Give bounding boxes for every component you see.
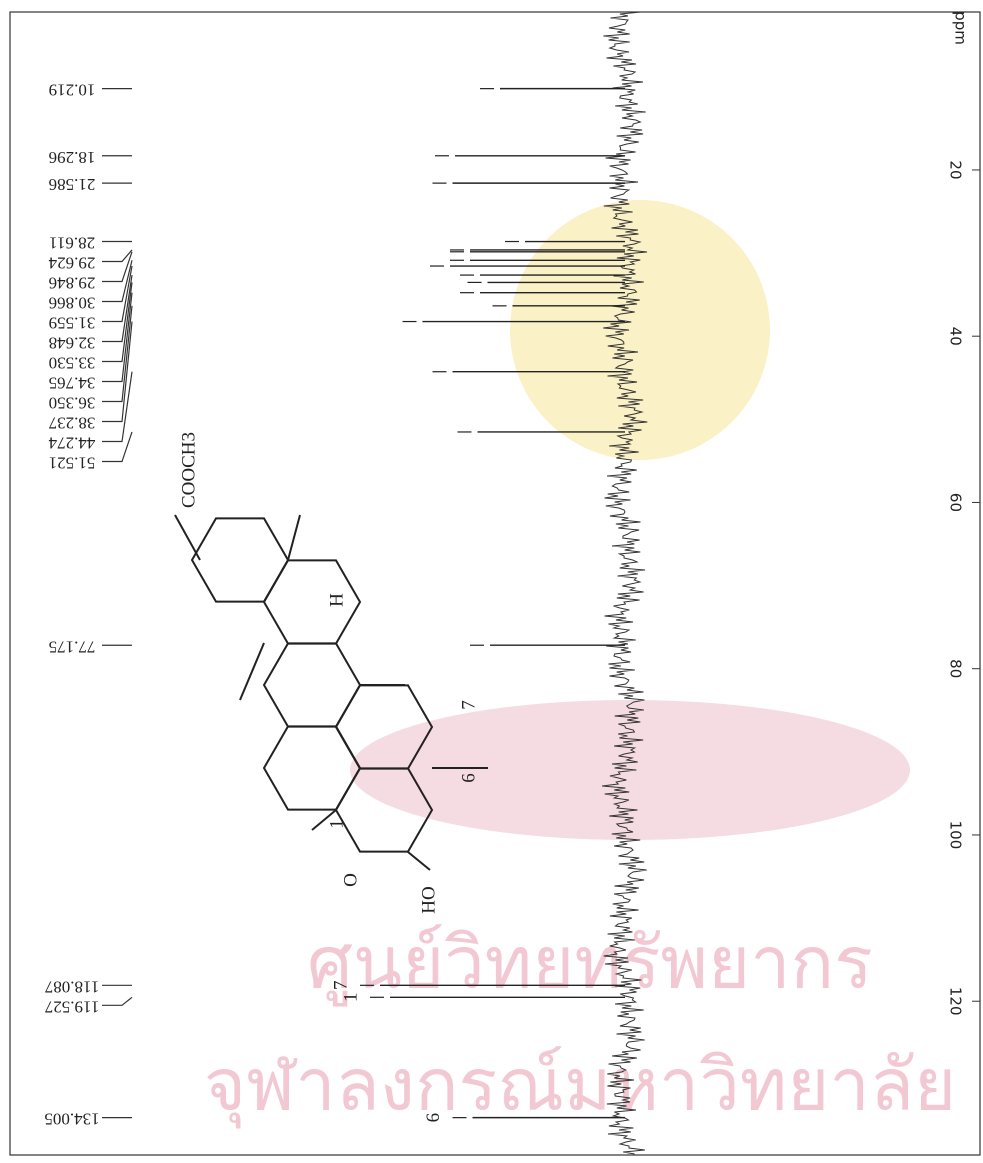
peak-label: 36.350 bbox=[49, 394, 96, 413]
watermark-text: จุฬาลงกรณ์มหาวิทยาลัย bbox=[204, 1043, 956, 1129]
peak-label: 32.648 bbox=[49, 334, 96, 353]
peak-label: 44.274 bbox=[48, 434, 95, 453]
peak-label: 28.611 bbox=[49, 234, 95, 253]
peak-assignment: 1 bbox=[340, 993, 361, 1003]
y-tick-label: 40 bbox=[947, 327, 965, 346]
peak-label: 29.846 bbox=[49, 274, 96, 293]
peak-label: 10.219 bbox=[49, 81, 96, 100]
axis-label: ppm bbox=[952, 11, 970, 45]
spectrum-page: ศูนย์วิทยทรัพยากร จุฬาลงกรณ์มหาวิทยาลัย … bbox=[0, 0, 983, 1163]
bond bbox=[408, 852, 430, 870]
bond bbox=[288, 515, 300, 560]
watermark: ศูนย์วิทยทรัพยากร จุฬาลงกรณ์มหาวิทยาลัย bbox=[204, 200, 956, 1129]
atom-label: 7 bbox=[458, 700, 479, 710]
atom-label: 6 bbox=[458, 773, 479, 783]
peak-label: 30.866 bbox=[49, 294, 96, 313]
y-tick-label: 20 bbox=[947, 160, 965, 179]
leader-line bbox=[102, 372, 132, 442]
peak-label: 119.527 bbox=[44, 997, 99, 1016]
atom-label: COOCH3 bbox=[178, 432, 199, 508]
watermark-text: ศูนย์วิทยทรัพยากร bbox=[307, 921, 873, 1007]
leader-line bbox=[102, 250, 132, 262]
peak-label: 134.005 bbox=[44, 1110, 99, 1129]
peak-assignment: 7 bbox=[330, 981, 351, 991]
atom-label: H bbox=[326, 593, 347, 607]
bond bbox=[175, 515, 200, 560]
ring bbox=[192, 518, 288, 601]
atom-label: HO bbox=[418, 886, 439, 913]
peak-label: 34.765 bbox=[49, 374, 96, 393]
peak-label: 31.559 bbox=[49, 314, 96, 333]
peak-label: 33.530 bbox=[49, 354, 96, 373]
atom-label: O bbox=[340, 873, 361, 887]
peak-label: 77.175 bbox=[49, 637, 96, 656]
peak-label: 18.296 bbox=[49, 148, 96, 167]
bond bbox=[240, 643, 264, 700]
ring bbox=[264, 643, 360, 726]
leader-line bbox=[102, 432, 132, 462]
peak-label: 118.087 bbox=[44, 977, 99, 996]
leader-line bbox=[102, 266, 132, 321]
leader-line bbox=[102, 997, 132, 1005]
atom-label: 1 bbox=[326, 819, 347, 829]
y-tick-label: 120 bbox=[947, 987, 965, 1016]
y-tick-label: 60 bbox=[947, 493, 965, 512]
ring bbox=[264, 726, 360, 809]
peak-label: 51.521 bbox=[49, 454, 96, 473]
peak-label: 38.237 bbox=[48, 414, 95, 433]
y-tick-label: 100 bbox=[947, 821, 965, 850]
peak-assignment: 6 bbox=[423, 1113, 444, 1123]
y-tick-label: 80 bbox=[947, 659, 965, 678]
peak-label: 29.624 bbox=[48, 254, 95, 273]
peak-label: 21.586 bbox=[49, 175, 96, 194]
